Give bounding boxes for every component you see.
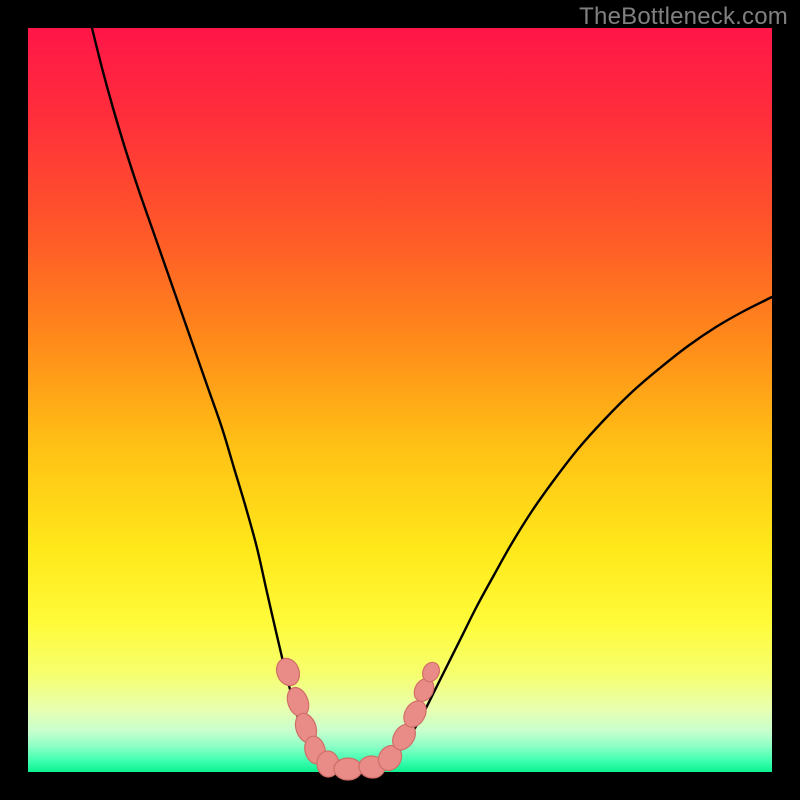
gradient-background [28, 28, 772, 772]
chart-svg [28, 28, 772, 772]
watermark-text: TheBottleneck.com [579, 3, 788, 31]
bead [334, 758, 362, 780]
plot-area [28, 28, 772, 772]
